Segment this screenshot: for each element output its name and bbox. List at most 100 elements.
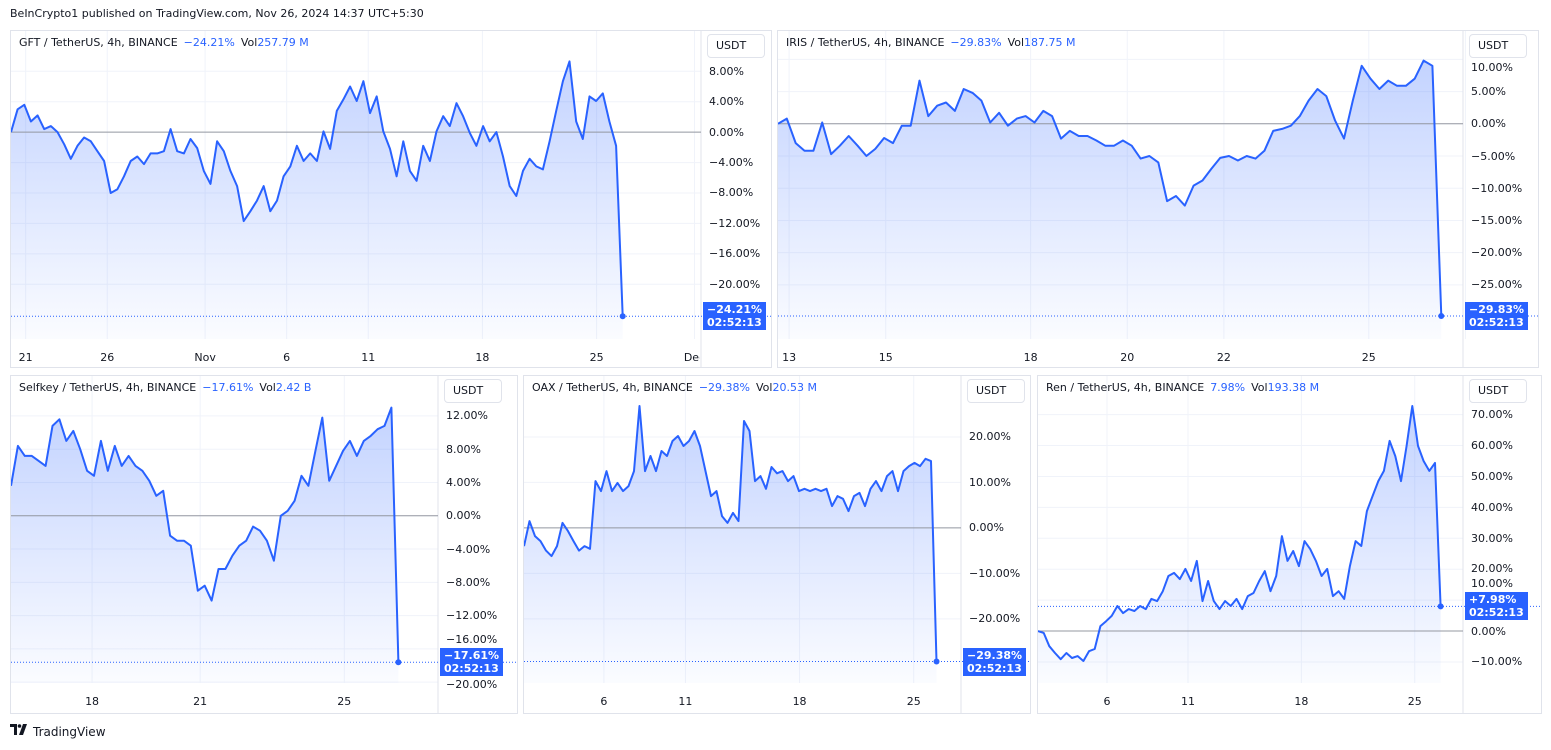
y-tick-label: −20.00% (709, 277, 761, 291)
last-price-badge: −24.21% 02:52:13 (703, 302, 767, 331)
last-price-badge: −29.83% 02:52:13 (1465, 301, 1529, 330)
y-tick-label: 10.00% (969, 475, 1011, 489)
symbol-legend[interactable]: Ren / TetherUS, 4h, BINANCE 7.98% Vol193.3… (1046, 381, 1319, 394)
symbol-legend[interactable]: GFT / TetherUS, 4h, BINANCE −24.21% Vol257… (19, 36, 309, 49)
chart-panel-selfkey[interactable]: Selfkey / TetherUS, 4h, BINANCE −17.61% Vo… (10, 375, 518, 714)
y-tick-label: −16.00% (709, 247, 761, 261)
chart-panel-gft[interactable]: GFT / TetherUS, 4h, BINANCE −24.21% Vol257… (10, 30, 772, 368)
change-percent: −24.21% (183, 36, 235, 49)
chart-svg[interactable] (778, 31, 1539, 368)
currency-button[interactable]: USDT (444, 379, 502, 403)
symbol-title: OAX / TetherUS, 4h, BINANCE (532, 381, 693, 394)
volume-value: 20.53 M (772, 381, 817, 394)
bar-countdown: 02:52:13 (1469, 315, 1524, 329)
x-tick-label: 21 (193, 695, 208, 708)
x-tick-label: 21 (18, 351, 33, 364)
price-line (524, 405, 938, 662)
y-tick-label: −8.00% (709, 186, 754, 200)
tradingview-logo-icon (10, 724, 28, 739)
symbol-legend[interactable]: IRIS / TetherUS, 4h, BINANCE −29.83% Vol18… (786, 36, 1076, 49)
y-tick-label: −8.00% (446, 575, 491, 589)
y-tick-label: 70.00% (1471, 408, 1513, 422)
y-tick-label: −10.00% (969, 566, 1021, 580)
chart-svg[interactable] (1038, 376, 1542, 714)
change-percent: 7.98% (1210, 381, 1246, 394)
volume-label: Vol (755, 381, 773, 394)
tradingview-footer[interactable]: TradingView (10, 724, 106, 739)
y-tick-label: −25.00% (1471, 278, 1523, 292)
y-tick-label: 5.00% (1471, 85, 1506, 99)
y-tick-label: 20.00% (1471, 562, 1513, 576)
area-fill (1038, 406, 1441, 683)
x-tick-label: 6 (283, 351, 291, 364)
volume-label: Vol (259, 381, 276, 394)
volume-value: 257.79 M (257, 36, 309, 49)
last-price-dot (395, 659, 402, 666)
y-tick-label: −16.00% (446, 633, 498, 647)
x-tick-label: 18 (475, 351, 490, 364)
y-tick-label: −20.00% (446, 678, 498, 692)
x-tick-label: 6 (1103, 695, 1111, 708)
y-tick-label: 20.00% (969, 430, 1011, 444)
bar-countdown: 02:52:13 (707, 316, 762, 330)
chart-panel-iris[interactable]: IRIS / TetherUS, 4h, BINANCE −29.83% Vol18… (777, 30, 1539, 368)
x-tick-label: 18 (1294, 695, 1309, 708)
y-tick-label: −10.00% (1471, 181, 1523, 195)
bar-countdown: 02:52:13 (1469, 606, 1524, 620)
chart-panel-ren[interactable]: Ren / TetherUS, 4h, BINANCE 7.98% Vol193.3… (1037, 375, 1542, 714)
last-price-badge: +7.98% 02:52:13 (1465, 592, 1528, 621)
bar-countdown: 02:52:13 (444, 662, 499, 676)
x-tick-label: 11 (678, 695, 693, 708)
y-tick-label: −12.00% (709, 216, 761, 230)
volume-value: 187.75 M (1024, 36, 1076, 49)
volume-value: 193.38 M (1267, 381, 1320, 394)
y-tick-label: 50.00% (1471, 469, 1513, 483)
price-line (11, 60, 624, 317)
chart-svg[interactable] (11, 31, 772, 368)
x-tick-label: 25 (337, 695, 352, 708)
chart-svg[interactable] (11, 376, 518, 714)
y-tick-label: 40.00% (1471, 500, 1513, 514)
x-tick-label: 25 (1361, 351, 1376, 364)
x-tick-label: 13 (782, 351, 797, 364)
currency-button[interactable]: USDT (967, 379, 1025, 403)
y-tick-label: 0.00% (969, 521, 1004, 535)
symbol-title: Ren / TetherUS, 4h, BINANCE (1046, 381, 1205, 394)
x-tick-label: 18 (85, 695, 100, 708)
price-line (1038, 405, 1442, 662)
x-tick-label: 11 (1180, 695, 1195, 708)
last-price-dot (1438, 312, 1445, 319)
symbol-title: GFT / TetherUS, 4h, BINANCE (19, 36, 178, 49)
y-tick-label: −20.00% (1471, 246, 1523, 260)
currency-button[interactable]: USDT (707, 34, 765, 58)
y-tick-label: 10.00% (1471, 577, 1513, 591)
x-tick-label: 26 (100, 351, 115, 364)
volume-label: Vol (1251, 381, 1268, 394)
y-tick-label: 0.00% (446, 509, 481, 523)
y-tick-label: 30.00% (1471, 531, 1513, 545)
last-price-badge: −17.61% 02:52:13 (440, 648, 504, 677)
price-line (11, 406, 400, 663)
y-tick-label: −12.00% (446, 609, 498, 623)
currency-button[interactable]: USDT (1469, 379, 1527, 403)
x-tick-label: 25 (1407, 695, 1422, 708)
tradingview-brand: TradingView (33, 724, 106, 739)
symbol-legend[interactable]: OAX / TetherUS, 4h, BINANCE −29.38% Vol20.… (532, 381, 817, 394)
volume-label: Vol (1007, 36, 1025, 49)
y-tick-label: 12.00% (446, 409, 488, 423)
last-price-value: −24.21% (707, 303, 763, 317)
last-price-dot (619, 313, 626, 320)
published-caption: BeInCrypto1 published on TradingView.com… (10, 7, 424, 20)
y-tick-label: −15.00% (1471, 213, 1523, 227)
symbol-legend[interactable]: Selfkey / TetherUS, 4h, BINANCE −17.61% Vo… (19, 381, 311, 394)
y-tick-label: 0.00% (709, 125, 744, 139)
x-tick-label: 18 (792, 695, 807, 708)
currency-button[interactable]: USDT (1469, 34, 1527, 58)
chart-svg[interactable] (524, 376, 1031, 714)
area-fill (778, 60, 1442, 339)
area-fill (524, 406, 937, 683)
chart-panel-oax[interactable]: OAX / TetherUS, 4h, BINANCE −29.38% Vol20.… (523, 375, 1031, 714)
y-tick-label: −10.00% (1471, 655, 1523, 669)
y-tick-label: 60.00% (1471, 439, 1513, 453)
x-tick-label: 15 (878, 351, 893, 364)
